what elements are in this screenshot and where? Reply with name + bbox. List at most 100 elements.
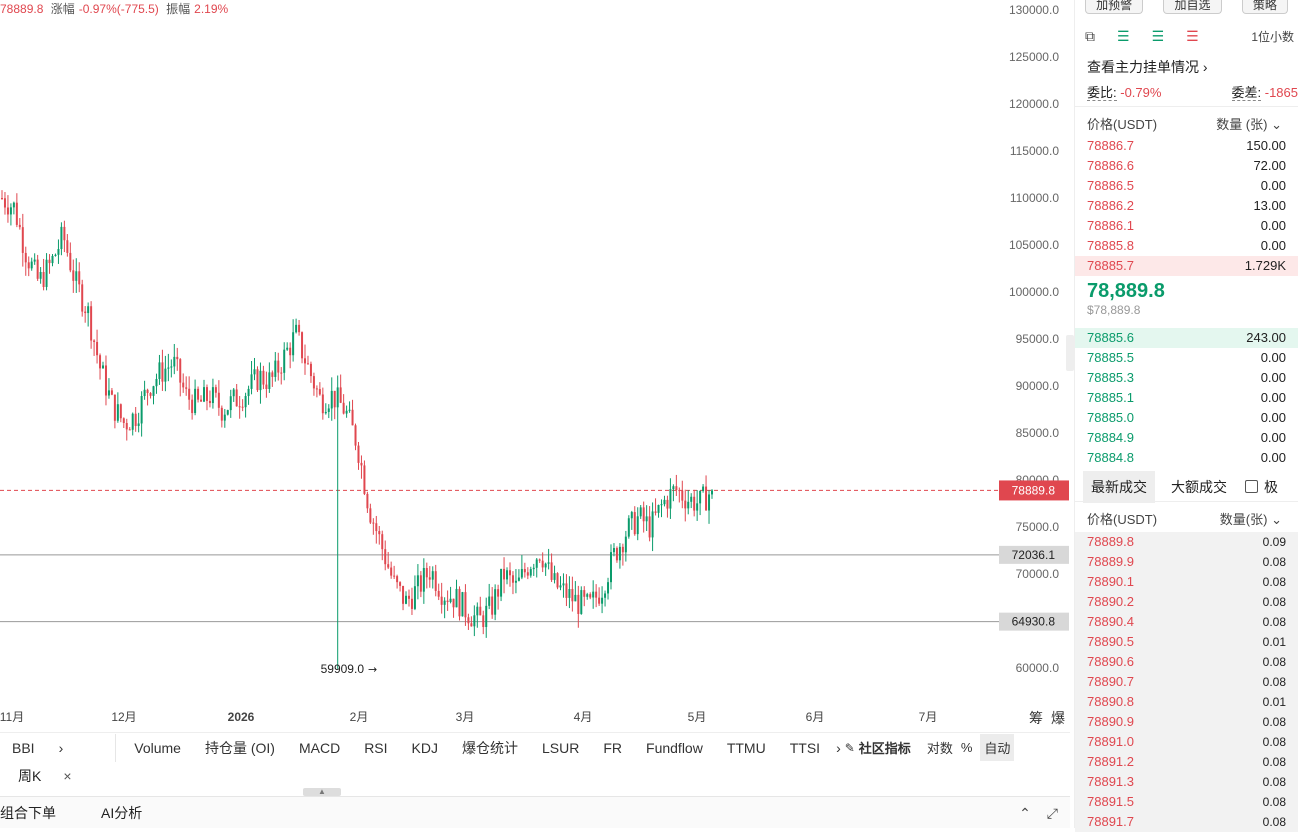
candle-body xyxy=(604,593,607,598)
trade-row[interactable]: 78890.4 0.08 xyxy=(1075,612,1298,632)
extreme-checkbox[interactable]: 极 xyxy=(1245,477,1278,497)
auto-scale-toggle[interactable]: 自动 xyxy=(980,734,1015,761)
candle-body xyxy=(630,512,633,519)
candle-body xyxy=(134,413,137,426)
indicator-ttmu[interactable]: TTMU xyxy=(726,739,766,756)
candle-body xyxy=(87,306,90,314)
tab-latest-trades[interactable]: 最新成交 xyxy=(1083,470,1155,503)
indicator-fundflow[interactable]: Fundflow xyxy=(646,739,703,756)
precision-select[interactable]: 1位小数 xyxy=(1251,29,1294,44)
candle-body xyxy=(390,567,393,576)
trade-row[interactable]: 78890.2 0.08 xyxy=(1075,592,1298,612)
big-orders-link[interactable]: 查看主力挂单情况 › xyxy=(1075,54,1298,80)
edit-icon[interactable]: ✎ xyxy=(844,740,855,755)
chevron-up-icon[interactable]: ⌃ xyxy=(1019,805,1031,821)
candle-body xyxy=(116,404,119,421)
candle-body xyxy=(693,496,696,511)
trade-row[interactable]: 78891.7 0.08 xyxy=(1075,812,1298,832)
candle-body xyxy=(345,410,348,414)
header-last-price: 78889.8 xyxy=(0,2,44,16)
indicator-lsur[interactable]: LSUR xyxy=(541,739,580,756)
checkbox-box xyxy=(1245,480,1258,493)
indicator-oi[interactable]: 持仓量 (OI) xyxy=(204,739,275,756)
candle-body xyxy=(681,490,684,501)
row-price: 78885.7 xyxy=(1087,258,1134,273)
ask-row[interactable]: 78885.7 1.729K xyxy=(1075,256,1298,276)
trade-row[interactable]: 78890.9 0.08 xyxy=(1075,712,1298,732)
candle-body xyxy=(520,568,523,578)
indicator-bbi[interactable]: BBI xyxy=(12,739,35,756)
log-scale-toggle[interactable]: 对数 xyxy=(926,741,953,756)
strategy-button[interactable]: 策略 xyxy=(1241,0,1288,14)
candle-body xyxy=(197,388,200,400)
trades-qty-header[interactable]: 数量(张) ⌄ xyxy=(1220,502,1282,532)
view-both-icon[interactable]: ☰ xyxy=(1117,27,1130,44)
indicator-macd[interactable]: MACD xyxy=(298,739,341,756)
trade-row[interactable]: 78891.3 0.08 xyxy=(1075,772,1298,792)
popout-icon[interactable]: ⧉ xyxy=(1085,27,1095,44)
y-tick-label: 75000.0 xyxy=(1016,520,1060,534)
y-tick-label: 70000.0 xyxy=(1016,567,1060,581)
bid-row[interactable]: 78885.3 0.00 xyxy=(1075,368,1298,388)
bid-row[interactable]: 78885.6 243.00 xyxy=(1075,328,1298,348)
trade-row[interactable]: 78890.6 0.08 xyxy=(1075,652,1298,672)
ask-row[interactable]: 78886.2 13.00 xyxy=(1075,196,1298,216)
view-bids-icon[interactable]: ☰ xyxy=(1151,27,1165,44)
chip-distribution-toggle[interactable]: 筹 xyxy=(1029,710,1043,726)
bid-row[interactable]: 78885.5 0.00 xyxy=(1075,348,1298,368)
panel-collapse-handle[interactable] xyxy=(1066,335,1074,371)
candle-body xyxy=(292,332,295,356)
row-qty: 0.08 xyxy=(1262,735,1286,749)
trade-row[interactable]: 78891.0 0.08 xyxy=(1075,732,1298,752)
chevron-right-icon[interactable]: › xyxy=(836,739,841,756)
trade-row[interactable]: 78889.8 0.09 xyxy=(1075,532,1298,552)
indicator-fr[interactable]: FR xyxy=(603,739,623,756)
bid-row[interactable]: 78885.0 0.00 xyxy=(1075,408,1298,428)
resize-handle[interactable]: ▲ xyxy=(303,788,341,796)
period-tab-week[interactable]: 周K xyxy=(18,768,42,784)
indicator-volume[interactable]: Volume xyxy=(134,739,181,756)
candlestick-chart[interactable]: 130000.0 125000.0 120000.0 115000.0 110000.0… xyxy=(0,0,1070,732)
tab-combo-order[interactable]: 组合下单 xyxy=(0,804,56,821)
ask-row[interactable]: 78885.8 0.00 xyxy=(1075,236,1298,256)
add-alert-button[interactable]: 加预警 xyxy=(1085,0,1144,14)
community-indicators[interactable]: 社区指标 xyxy=(858,741,911,756)
chart-area[interactable]: 130000.0 125000.0 120000.0 115000.0 110000.0… xyxy=(0,0,1070,732)
bid-row[interactable]: 78885.1 0.00 xyxy=(1075,388,1298,408)
trade-row[interactable]: 78890.7 0.08 xyxy=(1075,672,1298,692)
add-watchlist-button[interactable]: 加自选 xyxy=(1163,0,1222,14)
trade-row[interactable]: 78890.5 0.01 xyxy=(1075,632,1298,652)
ask-row[interactable]: 78886.5 0.00 xyxy=(1075,176,1298,196)
candle-body xyxy=(205,387,208,401)
indicator-kdj[interactable]: KDJ xyxy=(411,739,438,756)
row-qty: 0.08 xyxy=(1262,555,1286,569)
trade-row[interactable]: 78891.5 0.08 xyxy=(1075,792,1298,812)
bid-row[interactable]: 78884.9 0.00 xyxy=(1075,428,1298,448)
trade-row[interactable]: 78891.2 0.08 xyxy=(1075,752,1298,772)
row-qty: 72.00 xyxy=(1253,158,1286,173)
chevron-right-icon[interactable]: › xyxy=(58,739,64,756)
indicator-liquidation[interactable]: 爆仓统计 xyxy=(461,739,518,756)
x-tick-label: 7月 xyxy=(919,710,938,724)
view-asks-icon[interactable]: ☰ xyxy=(1186,27,1199,44)
close-icon[interactable]: × xyxy=(63,768,72,784)
tab-large-trades[interactable]: 大额成交 xyxy=(1171,478,1227,495)
percent-scale-toggle[interactable]: % xyxy=(960,740,973,755)
ask-row[interactable]: 78886.1 0.00 xyxy=(1075,216,1298,236)
indicator-rsi[interactable]: RSI xyxy=(364,739,388,756)
candle-body xyxy=(54,254,57,256)
ask-row[interactable]: 78886.7 150.00 xyxy=(1075,136,1298,156)
bid-row[interactable]: 78884.8 0.00 xyxy=(1075,448,1298,468)
trade-row[interactable]: 78889.9 0.08 xyxy=(1075,552,1298,572)
ask-row[interactable]: 78886.6 72.00 xyxy=(1075,156,1298,176)
candle-body xyxy=(387,564,390,568)
liquidation-toggle[interactable]: 爆 xyxy=(1051,710,1065,726)
candle-body xyxy=(30,261,33,269)
tab-ai-analysis[interactable]: AI分析 xyxy=(101,804,143,821)
trade-row[interactable]: 78890.1 0.08 xyxy=(1075,572,1298,592)
indicator-ttsi[interactable]: TTSI xyxy=(789,739,821,756)
expand-icon[interactable]: ⤢ xyxy=(1046,805,1058,821)
change-label: 涨幅 xyxy=(50,2,75,16)
qty-header[interactable]: 数量 (张) ⌄ xyxy=(1216,107,1282,136)
trade-row[interactable]: 78890.8 0.01 xyxy=(1075,692,1298,712)
